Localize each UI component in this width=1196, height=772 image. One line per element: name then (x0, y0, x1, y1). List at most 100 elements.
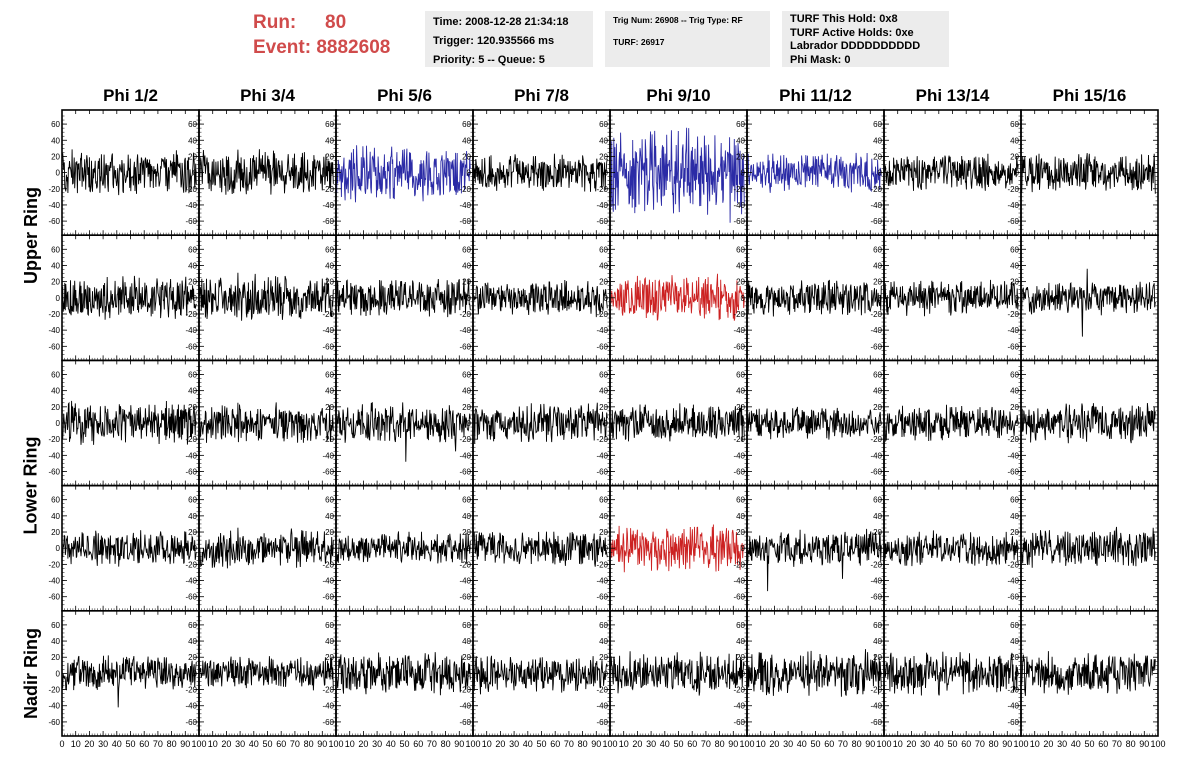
y-tick-label: 60 (51, 245, 60, 254)
y-tick-label: 20 (51, 528, 60, 537)
y-tick-label: -60 (870, 217, 882, 226)
y-tick-label: 40 (873, 512, 882, 521)
y-tick-label: 60 (51, 496, 60, 505)
waveform-trace (747, 152, 882, 193)
y-tick-label: 0 (56, 169, 61, 178)
y-tick-label: -60 (322, 593, 334, 602)
run-label: Run: (253, 12, 297, 33)
y-tick-label: -40 (870, 326, 882, 335)
y-tick-label: -40 (1007, 577, 1019, 586)
y-tick-label: 0 (56, 544, 61, 553)
y-tick-label: -60 (322, 217, 334, 226)
y-tick-label: 20 (736, 528, 745, 537)
y-tick-label: 20 (599, 403, 608, 412)
waveform-panel: -60 -40 -20 0 20 40 60 (322, 109, 474, 236)
y-tick-label: 60 (462, 245, 471, 254)
waveform-panel: -60 -40 -20 0 20 40 60 (733, 234, 885, 362)
y-tick-label: 0 (56, 294, 61, 303)
waveform-panel: -60 -40 -20 0 20 40 60 (596, 234, 748, 362)
y-tick-label: 40 (188, 136, 197, 145)
waveform-trace (62, 275, 197, 320)
y-tick-label: 60 (873, 496, 882, 505)
y-tick-label: 40 (736, 136, 745, 145)
column-header: Phi 7/8 (514, 86, 569, 105)
y-tick-label: -40 (48, 451, 60, 460)
y-tick-label: 20 (873, 403, 882, 412)
y-tick-label: 60 (873, 370, 882, 379)
y-tick-label: 20 (1010, 528, 1019, 537)
y-tick-label: 0 (467, 169, 472, 178)
y-tick-label: 40 (51, 512, 60, 521)
y-tick-label: 40 (188, 512, 197, 521)
y-tick-label: 60 (1010, 496, 1019, 505)
y-tick-label: -40 (733, 326, 745, 335)
y-tick-label: 0 (604, 169, 609, 178)
waveform-trace (473, 402, 608, 444)
y-tick-label: 0 (193, 294, 198, 303)
y-tick-label: 40 (736, 512, 745, 521)
y-tick-label: -40 (459, 451, 471, 460)
y-tick-label: 20 (736, 152, 745, 161)
waveform-trace (884, 404, 1019, 443)
y-tick-label: 0 (604, 419, 609, 428)
y-tick-label: 40 (462, 387, 471, 396)
y-tick-label: 40 (51, 387, 60, 396)
y-tick-label: -60 (596, 468, 608, 477)
y-tick-label: 20 (188, 403, 197, 412)
waveform-panel: -60 -40 -20 0 20 40 60 (322, 234, 474, 362)
y-tick-label: -20 (322, 435, 334, 444)
y-tick-label: -60 (185, 468, 197, 477)
y-tick-label: -40 (870, 451, 882, 460)
event-label: Event: (253, 37, 312, 58)
y-tick-label: 60 (325, 496, 334, 505)
priority-queue-text: Priority: 5 -- Queue: 5 (433, 54, 545, 66)
y-tick-label: 40 (736, 387, 745, 396)
column-header: Phi 13/14 (915, 86, 990, 105)
time-trigger-info-box: Time: 2008-12-28 21:34:18 Trigger: 120.9… (425, 11, 593, 67)
y-tick-label: 40 (325, 261, 334, 270)
y-tick-label: 0 (878, 294, 883, 303)
y-tick-label: -60 (1007, 468, 1019, 477)
y-tick-label: -60 (870, 593, 882, 602)
y-tick-label: -60 (48, 718, 60, 727)
waveform-trace (747, 279, 882, 317)
y-tick-label: -60 (185, 593, 197, 602)
y-tick-label: 0 (467, 544, 472, 553)
waveform-trace (62, 530, 197, 567)
y-tick-label: -40 (596, 577, 608, 586)
y-tick-label: 40 (51, 261, 60, 270)
y-tick-label: 40 (873, 136, 882, 145)
y-tick-label: 40 (599, 136, 608, 145)
waveform-panel: -60 -40 -20 0 20 40 60 (733, 109, 885, 236)
y-tick-label: -20 (48, 560, 60, 569)
y-tick-label: -60 (596, 342, 608, 351)
y-tick-label: 60 (736, 245, 745, 254)
y-tick-label: 20 (51, 278, 60, 287)
y-tick-label: 20 (599, 528, 608, 537)
waveform-trace (473, 153, 608, 192)
y-tick-label: -20 (596, 185, 608, 194)
y-tick-label: 0 (604, 294, 609, 303)
y-tick-label: -20 (733, 310, 745, 319)
waveform-panel: -60 -40 -20 0 20 40 60 (870, 109, 1022, 236)
y-tick-label: -40 (1007, 451, 1019, 460)
y-tick-label: 60 (873, 245, 882, 254)
y-tick-label: 60 (736, 496, 745, 505)
y-tick-label: -20 (596, 560, 608, 569)
y-tick-label: -60 (870, 468, 882, 477)
y-tick-label: -20 (48, 185, 60, 194)
y-tick-label: 40 (188, 387, 197, 396)
y-tick-label: -60 (185, 342, 197, 351)
y-tick-label: 20 (188, 528, 197, 537)
y-tick-label: -40 (459, 201, 471, 210)
waveform-panel: -60 -40 -20 0 20 40 60 (459, 359, 611, 487)
waveform-trace (336, 145, 471, 203)
turf-text: TURF: 26917 (613, 37, 665, 47)
y-tick-label: 40 (873, 261, 882, 270)
waveform-trace (336, 402, 471, 462)
y-tick-label: -60 (322, 342, 334, 351)
waveform-trace (473, 531, 608, 567)
run-value: 80 (325, 12, 347, 33)
y-tick-label: -40 (322, 577, 334, 586)
y-tick-label: -20 (870, 185, 882, 194)
